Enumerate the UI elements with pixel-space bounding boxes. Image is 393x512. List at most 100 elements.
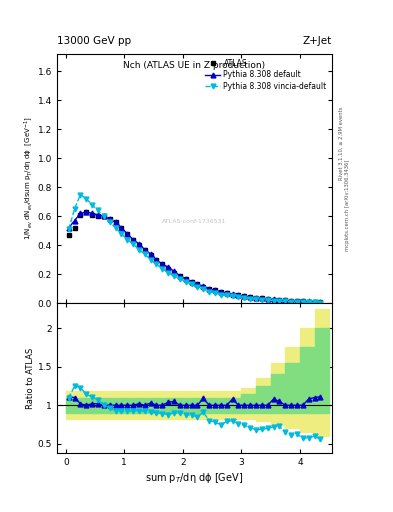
ATLAS <box>184 275 188 282</box>
Pythia 8.308 vincia-default <box>312 300 317 306</box>
Pythia 8.308 default <box>189 279 194 285</box>
Pythia 8.308 vincia-default <box>213 290 217 296</box>
Pythia 8.308 default <box>90 210 94 217</box>
ATLAS <box>113 219 118 225</box>
Pythia 8.308 default <box>142 247 147 253</box>
ATLAS <box>72 225 77 231</box>
Pythia 8.308 vincia-default <box>101 213 106 219</box>
Pythia 8.308 vincia-default <box>265 297 270 304</box>
ATLAS <box>142 247 147 253</box>
Pythia 8.308 default <box>213 287 217 293</box>
Pythia 8.308 vincia-default <box>271 297 276 304</box>
Pythia 8.308 default <box>295 298 299 304</box>
ATLAS <box>160 261 165 267</box>
Pythia 8.308 vincia-default <box>90 202 94 208</box>
Pythia 8.308 default <box>72 218 77 224</box>
ATLAS <box>148 252 153 259</box>
Text: 13000 GeV pp: 13000 GeV pp <box>57 36 131 46</box>
ATLAS <box>253 294 258 301</box>
Pythia 8.308 default <box>148 251 153 257</box>
Pythia 8.308 vincia-default <box>142 251 147 257</box>
ATLAS <box>236 292 241 298</box>
ATLAS <box>318 299 323 305</box>
Line: Pythia 8.308 default: Pythia 8.308 default <box>66 209 323 304</box>
Pythia 8.308 vincia-default <box>253 296 258 303</box>
Pythia 8.308 default <box>271 296 276 303</box>
Pythia 8.308 vincia-default <box>137 247 141 253</box>
Pythia 8.308 vincia-default <box>178 275 182 282</box>
Pythia 8.308 vincia-default <box>207 289 211 295</box>
Line: ATLAS: ATLAS <box>66 209 323 305</box>
Pythia 8.308 vincia-default <box>184 279 188 285</box>
Pythia 8.308 vincia-default <box>160 265 165 271</box>
Pythia 8.308 vincia-default <box>195 284 200 290</box>
Pythia 8.308 vincia-default <box>148 257 153 263</box>
ATLAS <box>78 212 83 218</box>
Y-axis label: 1/N$_{ev}$ dN$_{ev}$/dsum p$_T$/dη dϕ  [GeV$^{-1}$]: 1/N$_{ev}$ dN$_{ev}$/dsum p$_T$/dη dϕ [G… <box>22 117 35 241</box>
Pythia 8.308 vincia-default <box>259 297 264 303</box>
Pythia 8.308 default <box>289 297 294 304</box>
Pythia 8.308 vincia-default <box>295 299 299 305</box>
ATLAS <box>119 225 124 231</box>
Pythia 8.308 default <box>66 225 71 231</box>
Pythia 8.308 default <box>259 295 264 302</box>
Pythia 8.308 vincia-default <box>66 226 71 232</box>
Pythia 8.308 vincia-default <box>113 225 118 231</box>
Pythia 8.308 default <box>184 275 188 282</box>
ATLAS <box>84 209 88 215</box>
Pythia 8.308 vincia-default <box>277 298 282 304</box>
ATLAS <box>172 270 176 276</box>
ATLAS <box>189 279 194 285</box>
Pythia 8.308 default <box>224 290 229 296</box>
Pythia 8.308 default <box>301 298 305 305</box>
ATLAS <box>248 294 252 300</box>
Pythia 8.308 vincia-default <box>125 237 130 243</box>
ATLAS <box>230 291 235 297</box>
ATLAS <box>137 242 141 248</box>
Pythia 8.308 default <box>242 293 247 299</box>
Line: Pythia 8.308 vincia-default: Pythia 8.308 vincia-default <box>66 192 323 305</box>
Pythia 8.308 default <box>107 216 112 222</box>
Pythia 8.308 default <box>101 213 106 219</box>
ATLAS <box>265 296 270 302</box>
Pythia 8.308 vincia-default <box>201 286 206 292</box>
ATLAS <box>101 213 106 219</box>
Pythia 8.308 vincia-default <box>72 206 77 212</box>
Pythia 8.308 vincia-default <box>78 191 83 198</box>
ATLAS <box>178 273 182 279</box>
Pythia 8.308 default <box>95 212 100 218</box>
Pythia 8.308 default <box>306 298 311 305</box>
ATLAS <box>195 282 200 288</box>
Pythia 8.308 vincia-default <box>131 241 136 247</box>
Pythia 8.308 default <box>160 261 165 267</box>
Pythia 8.308 default <box>283 297 288 304</box>
Pythia 8.308 vincia-default <box>172 273 176 279</box>
Pythia 8.308 default <box>312 298 317 305</box>
Pythia 8.308 default <box>248 294 252 300</box>
Pythia 8.308 default <box>277 297 282 303</box>
Pythia 8.308 vincia-default <box>166 270 171 276</box>
Pythia 8.308 default <box>78 210 83 217</box>
Pythia 8.308 default <box>131 237 136 243</box>
Pythia 8.308 vincia-default <box>95 207 100 214</box>
ATLAS <box>107 216 112 222</box>
ATLAS <box>213 287 217 293</box>
Pythia 8.308 vincia-default <box>242 295 247 301</box>
Text: Nch (ATLAS UE in Z production): Nch (ATLAS UE in Z production) <box>123 61 266 70</box>
ATLAS <box>131 237 136 243</box>
Text: Rivet 3.1.10, ≥ 2.9M events: Rivet 3.1.10, ≥ 2.9M events <box>339 106 344 180</box>
Y-axis label: Ratio to ATLAS: Ratio to ATLAS <box>26 348 35 409</box>
Pythia 8.308 default <box>125 230 130 237</box>
ATLAS <box>283 297 288 304</box>
Pythia 8.308 default <box>253 294 258 301</box>
Pythia 8.308 default <box>230 291 235 297</box>
Pythia 8.308 default <box>137 241 141 247</box>
Pythia 8.308 default <box>236 292 241 298</box>
Pythia 8.308 default <box>207 286 211 292</box>
ATLAS <box>201 284 206 290</box>
Pythia 8.308 default <box>166 264 171 270</box>
X-axis label: sum p$_T$/dη dϕ [GeV]: sum p$_T$/dη dϕ [GeV] <box>145 471 244 485</box>
ATLAS <box>125 230 130 237</box>
Pythia 8.308 vincia-default <box>230 293 235 300</box>
ATLAS <box>95 213 100 219</box>
